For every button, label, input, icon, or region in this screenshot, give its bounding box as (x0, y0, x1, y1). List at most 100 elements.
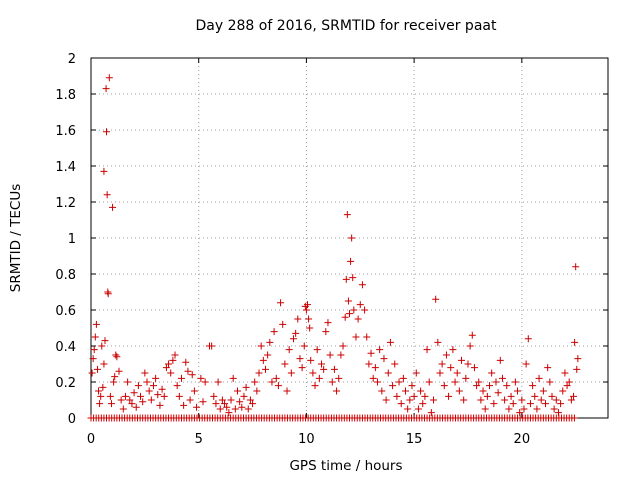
x-tick-label: 15 (406, 432, 423, 447)
data-point (296, 355, 304, 363)
data-point (427, 409, 435, 417)
data-point (498, 374, 506, 382)
data-point (210, 392, 218, 400)
x-tick-label: 0 (87, 432, 95, 447)
data-point (350, 306, 358, 314)
data-point (464, 360, 472, 368)
data-point (406, 396, 414, 404)
data-point (214, 378, 222, 386)
axis-ticks: 00.20.40.60.811.21.41.61.820 5 10 15 20 (55, 52, 608, 447)
data-point (249, 400, 257, 408)
data-point (526, 400, 534, 408)
data-point (492, 378, 500, 386)
data-point (539, 387, 547, 395)
data-point (343, 211, 351, 219)
data-point (154, 391, 162, 399)
data-point (100, 360, 108, 368)
data-point (105, 74, 113, 82)
data-point (107, 400, 115, 408)
data-point (218, 396, 226, 404)
data-point (180, 401, 188, 409)
data-point (349, 274, 357, 282)
data-point (466, 342, 474, 350)
data-point (507, 392, 515, 400)
y-tick-label: 0.2 (55, 376, 76, 391)
data-point (236, 398, 244, 406)
data-point (102, 85, 110, 93)
data-point (346, 310, 353, 318)
y-tick-label: 1.2 (55, 196, 76, 211)
data-point (287, 369, 295, 377)
data-point (110, 378, 118, 386)
data-point (367, 349, 375, 357)
data-point (303, 301, 311, 309)
data-point (132, 403, 140, 411)
data-point (531, 392, 539, 400)
data-point (434, 338, 442, 346)
data-point (173, 382, 181, 390)
data-point (294, 315, 302, 323)
data-point (348, 234, 356, 242)
baseline-markers (87, 414, 578, 422)
data-point (111, 373, 119, 381)
data-point (376, 346, 384, 354)
data-point (251, 378, 259, 386)
y-tick-label: 1.6 (55, 124, 76, 139)
data-point (227, 396, 235, 404)
data-point (257, 342, 265, 350)
data-point (274, 382, 282, 390)
data-point (380, 355, 388, 363)
data-point (199, 398, 207, 406)
data-point (548, 392, 556, 400)
data-point (281, 360, 289, 368)
data-point (330, 365, 338, 373)
data-point (233, 387, 241, 395)
data-point (113, 353, 121, 361)
data-point (101, 337, 109, 345)
data-point (490, 400, 498, 408)
data-point (92, 320, 100, 328)
data-point (244, 405, 252, 413)
data-point (460, 396, 468, 404)
data-point (384, 369, 392, 377)
data-point (550, 405, 558, 413)
data-point (188, 371, 196, 379)
data-point (333, 387, 341, 395)
data-point (565, 378, 573, 386)
data-point (397, 400, 405, 408)
data-point (509, 400, 517, 408)
data-point (494, 389, 502, 397)
data-point (186, 396, 194, 404)
data-point (128, 400, 136, 408)
data-point (369, 374, 377, 382)
data-point (529, 382, 537, 390)
data-point (511, 378, 519, 386)
data-point (573, 365, 581, 373)
data-point (283, 387, 291, 395)
data-point (96, 400, 104, 408)
data-point (382, 396, 390, 404)
baseline-point (570, 414, 578, 422)
data-point (486, 382, 494, 390)
data-point (425, 378, 433, 386)
data-point (358, 281, 366, 289)
data-point (156, 401, 164, 409)
data-point (90, 346, 98, 354)
data-point (160, 392, 168, 400)
data-point (567, 396, 575, 404)
grid-lines (91, 58, 608, 418)
data-point (121, 392, 129, 400)
data-point (167, 369, 175, 377)
data-point (430, 396, 438, 404)
data-point (402, 387, 410, 395)
data-point (112, 351, 120, 359)
data-point (300, 342, 308, 350)
data-point (216, 405, 224, 413)
data-point (561, 369, 569, 377)
data-point (440, 382, 448, 390)
data-point (95, 387, 103, 395)
data-point (91, 333, 99, 341)
data-point (315, 374, 323, 382)
data-point (445, 392, 453, 400)
data-point (149, 382, 157, 390)
